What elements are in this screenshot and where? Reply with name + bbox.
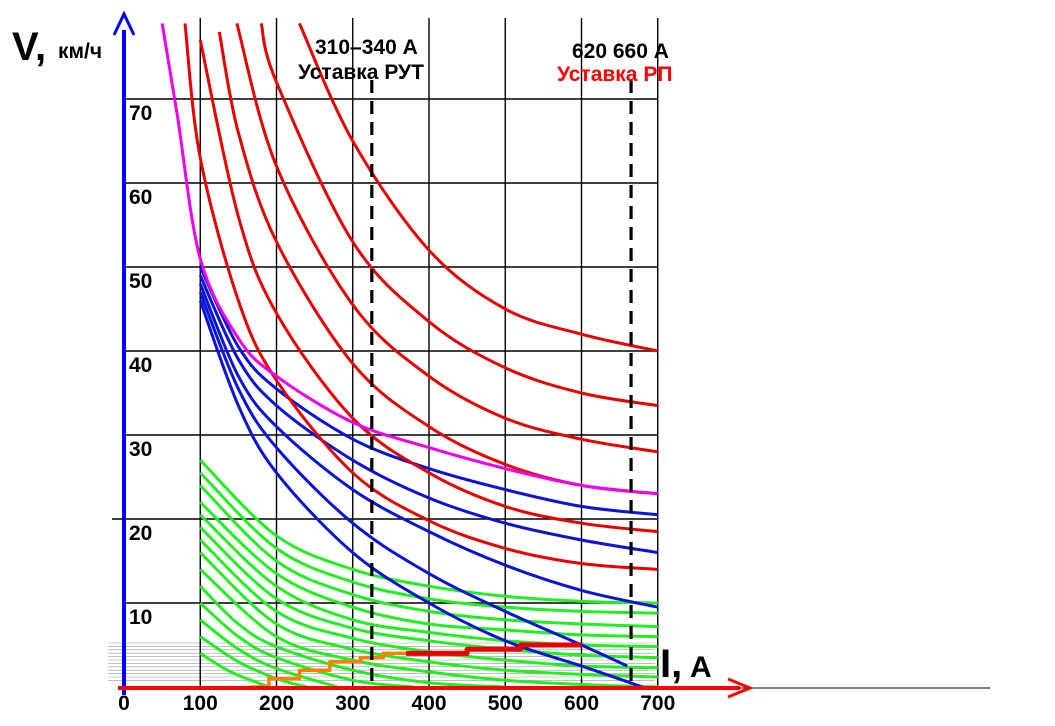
x-tick-label: 100 [183,692,218,715]
series-green-20 [199,568,658,689]
series-green-21 [199,585,506,689]
series-blue-11 [198,300,643,689]
y-axis-arrow [112,10,136,36]
y-tick-label: 20 [129,522,152,545]
series-red-0 [183,23,658,571]
series-magenta-6 [160,23,658,496]
axes [112,10,990,699]
x-axis-unit: А [690,651,712,684]
y-tick-label: 60 [129,186,152,209]
annotation-rut-label: Уставка РУТ [298,61,424,84]
x-axis-arrow [727,677,754,699]
series-blue-8 [198,274,658,555]
grid [124,18,659,687]
y-axis-label: V, [12,25,46,69]
series-green-25 [199,652,270,689]
series-blue-10 [198,291,628,668]
x-tick-label: 700 [640,692,675,715]
y-tick-label: 10 [129,606,152,629]
series-red-5 [298,22,659,353]
x-tick-label: 600 [564,692,599,715]
series-green-24 [199,635,308,689]
series-blue-9 [198,283,659,609]
x-axis-label: I, [660,642,682,686]
setpoint-lines [370,80,633,687]
y-tick-label: 30 [129,438,152,461]
series-green-19 [199,551,658,679]
x-tick-label: 500 [488,692,523,715]
x-tick-label: 200 [259,692,294,715]
series-green-23 [199,618,338,689]
series-red-1 [198,39,658,534]
series-green-13 [199,471,658,615]
curves [160,22,659,689]
series-red-3 [235,22,658,454]
series-green-22 [199,601,414,689]
series-green-17 [199,526,658,660]
x-tick-label: 400 [411,692,446,715]
tick-labels: 0 100 200 300 400 500 600 700 10 20 30 40 50 60 70 [118,102,675,715]
series-blue-7 [198,266,658,517]
annotation-rp-values: 620 660 А [572,40,669,63]
annotation-rut-range: 310–340 А [315,36,418,59]
series-green-14 [199,484,658,629]
y-tick-label: 50 [129,270,152,293]
annotation-rp-label: Уставка РП [557,63,672,86]
y-tick-label: 40 [129,354,152,377]
series-green-12 [199,459,658,605]
series-red-4 [259,23,658,408]
y-tick-label: 70 [129,102,152,125]
x-tick-label: 300 [335,692,370,715]
series-green-15 [199,501,658,639]
series-orange-26 [249,651,407,689]
y-axis-unit: км/ч [58,40,102,63]
x-tick-label: 0 [118,692,130,715]
series-red-step-27 [406,642,582,656]
